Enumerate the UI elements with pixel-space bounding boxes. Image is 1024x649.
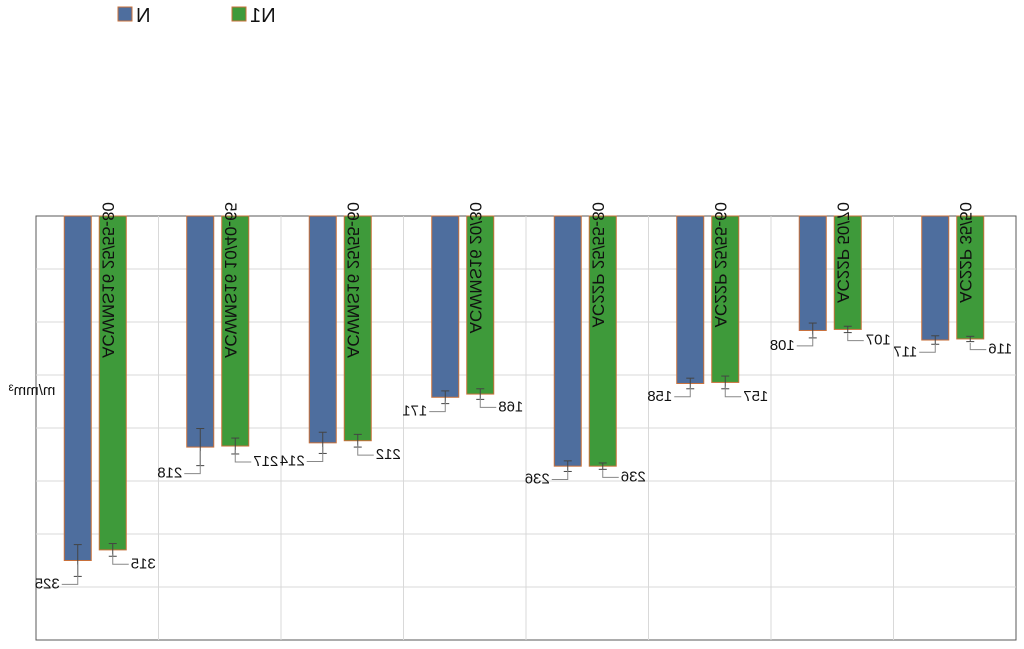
bar-n	[186, 215, 215, 448]
data-label-n1: 168	[498, 398, 523, 415]
leader-line	[796, 334, 814, 347]
bar-n1	[466, 215, 495, 395]
leader-line	[969, 342, 987, 351]
data-label-n: 236	[525, 470, 550, 487]
data-label-n: 325	[35, 575, 60, 592]
bar-n	[921, 215, 950, 341]
category-label: ACWMS16 20/30	[466, 202, 485, 333]
legend-label-n1: N1	[250, 5, 276, 27]
legend-label-n: N	[136, 5, 150, 27]
category-label: AC22P 25/55-60	[711, 202, 730, 327]
leader-line	[357, 444, 374, 456]
bar-n	[63, 215, 92, 561]
bar-n1	[98, 215, 127, 551]
category-label: AC22P 25/55-80	[588, 202, 607, 327]
leader-lines	[61, 333, 987, 585]
data-label-n1: 107	[866, 332, 891, 349]
category-label: AC22P 50/70	[833, 202, 852, 303]
bar-n	[308, 215, 337, 444]
bar-n	[798, 215, 827, 331]
bar-n	[431, 215, 460, 398]
labels: ACWMS16 25/55-80 325 315 ACWMS16 10/40-65 21…	[35, 202, 1012, 592]
leader-line	[112, 553, 129, 565]
leader-line	[234, 450, 252, 463]
y-axis-label: m/mm³	[9, 382, 56, 399]
legend: N N1	[117, 5, 276, 27]
category-label: ACWMS16 25/55-80	[98, 202, 117, 358]
data-label-n: 218	[157, 465, 182, 482]
data-label-n1: 217	[253, 453, 278, 470]
data-label-n1: 236	[621, 468, 646, 485]
leader-line	[674, 387, 691, 398]
data-label-n1: 157	[743, 388, 768, 405]
bars	[63, 215, 985, 577]
leader-line	[551, 470, 569, 480]
bar-n	[553, 215, 582, 467]
data-label-n: 171	[402, 403, 427, 420]
data-label-n1: 212	[376, 446, 401, 463]
leader-line	[184, 451, 201, 475]
grid-lines	[35, 215, 1017, 641]
legend-swatch-n1	[231, 6, 247, 22]
leader-line	[479, 398, 497, 408]
leader-line	[429, 401, 446, 413]
bar-n1	[711, 215, 740, 383]
bar-n	[676, 215, 705, 384]
data-label-n1: 116	[988, 341, 1012, 358]
legend-swatch-n	[117, 6, 133, 22]
leader-line	[306, 446, 324, 462]
data-label-n: 117	[893, 343, 917, 360]
leader-line	[602, 470, 619, 478]
leader-line	[847, 333, 864, 342]
bar-n1	[956, 215, 985, 340]
data-label-n: 214	[280, 452, 305, 469]
category-label: ACWMS16 10/40-65	[221, 202, 240, 358]
category-label: ACWMS16 25/55-60	[343, 202, 362, 358]
data-label-n: 158	[647, 388, 672, 405]
leader-line	[61, 564, 79, 585]
bar-n1	[221, 215, 250, 447]
leader-line	[919, 344, 936, 353]
leader-line	[724, 386, 742, 398]
bar-n1	[833, 215, 862, 330]
category-label: AC22P 35/50	[956, 202, 975, 303]
data-label-n1: 315	[131, 555, 156, 572]
bar-n1	[588, 215, 617, 467]
data-label-n: 108	[770, 337, 795, 354]
